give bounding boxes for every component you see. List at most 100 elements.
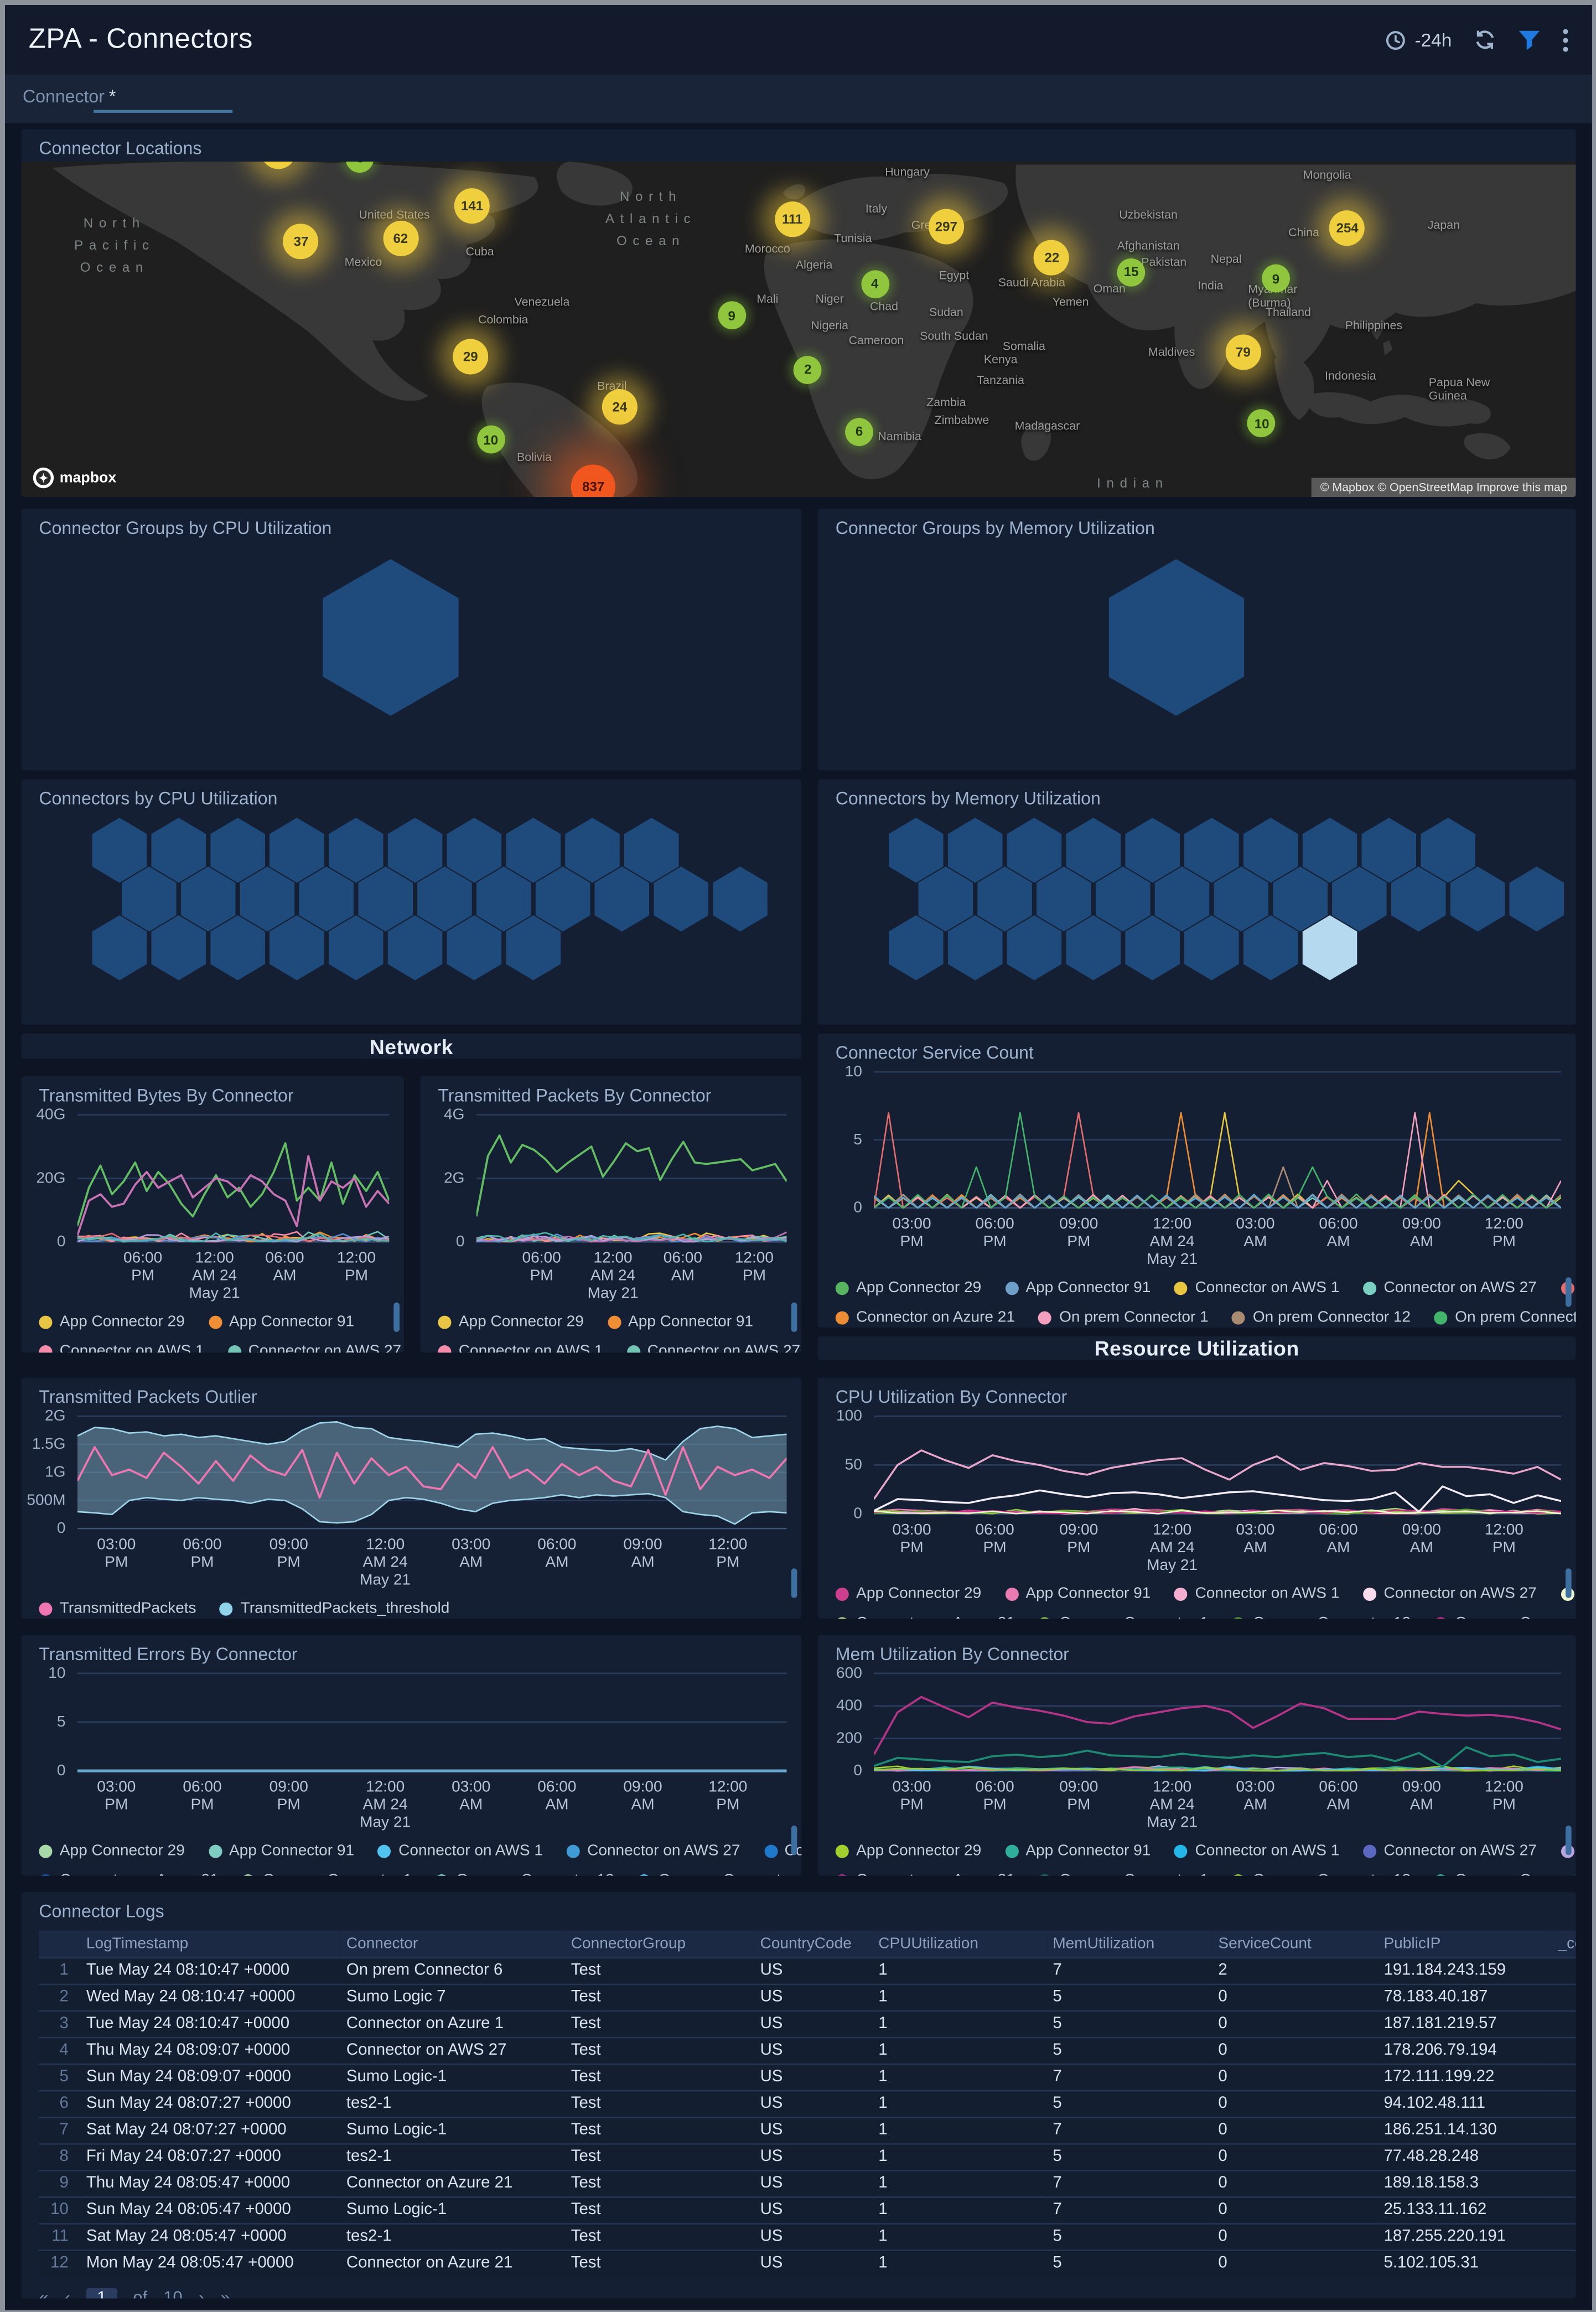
legend-item[interactable]: TransmittedPackets_threshold (220, 1599, 449, 1617)
legend-item[interactable]: Connector on AWS 1 (438, 1342, 603, 1353)
chart-plot-area[interactable]: 0 2G 4G (444, 1106, 788, 1251)
legend-item[interactable]: Connector on AWS 27 (227, 1342, 401, 1353)
map-cluster[interactable]: 9 (717, 302, 746, 330)
legend-item[interactable]: Connector on Azure 21 (835, 1872, 1015, 1876)
legend-item[interactable]: Connector on AWS 1 (1174, 1842, 1339, 1859)
pagination-first-button[interactable]: « (39, 2289, 48, 2298)
legend-item[interactable]: App Connector 29 (39, 1842, 185, 1859)
legend-item[interactable]: On prem Connector 1 (1038, 1872, 1209, 1876)
legend-scrollbar[interactable] (791, 1302, 797, 1333)
table-row[interactable]: 10 Sun May 24 08:05:47 +0000 Sumo Logic-1 T… (39, 2195, 1576, 2223)
legend-item[interactable]: On prem Connector 12 (1232, 1308, 1411, 1326)
table-column-header[interactable]: ServiceCount (1212, 1930, 1378, 1957)
legend-item[interactable]: Connector on Azure 21 (39, 1872, 219, 1876)
legend-item[interactable]: App Connector 29 (835, 1585, 981, 1603)
legend-item[interactable]: App Connector 91 (208, 1313, 354, 1330)
legend-item[interactable]: On prem Connector 14 (1434, 1614, 1576, 1619)
map-cluster[interactable]: 141 (454, 187, 490, 223)
legend-item[interactable]: App Connector 91 (1004, 1842, 1151, 1859)
map-cluster[interactable]: 837 (571, 464, 616, 497)
legend-item[interactable]: App Connector 29 (835, 1842, 981, 1859)
map-attribution[interactable]: © Mapbox © OpenStreetMap Improve this ma… (1311, 478, 1576, 497)
table-row[interactable]: 8 Fri May 24 08:07:27 +0000 tes2-1 Test US 1 5… (39, 2142, 1576, 2170)
legend-item[interactable]: App Connector 29 (438, 1313, 584, 1330)
table-row[interactable]: 9 Thu May 24 08:05:47 +0000 Connector on A… (39, 2169, 1576, 2197)
table-row[interactable]: 12 Mon May 24 08:05:47 +0000 Connector on … (39, 2249, 1576, 2277)
map-cluster[interactable]: 62 (382, 221, 418, 257)
legend-item[interactable]: On prem Connector 14 (1434, 1308, 1576, 1326)
table-column-header[interactable]: LogTimestamp (80, 1930, 341, 1957)
legend-item[interactable]: On prem Connector 14 (1434, 1872, 1576, 1876)
map-cluster[interactable]: 254 (1329, 211, 1365, 247)
legend-item[interactable]: Connector on Azure 21 (835, 1308, 1015, 1326)
legend-item[interactable]: Connector on AWS 1 (39, 1342, 204, 1353)
legend-item[interactable]: On prem Connector 12 (436, 1872, 614, 1876)
map-cluster[interactable]: 4 (861, 269, 889, 298)
honeycomb-cell[interactable] (713, 866, 768, 932)
map-cluster[interactable]: 2 (794, 355, 822, 384)
map-cluster[interactable]: 79 (1225, 335, 1261, 371)
map-cluster[interactable]: 6 (346, 162, 375, 173)
table-column-header[interactable]: CPUUtilization (872, 1930, 1047, 1957)
map-cluster[interactable]: 37 (283, 224, 319, 260)
map-cluster[interactable]: 297 (928, 209, 964, 245)
mapbox-logo[interactable]: ✦ mapbox (33, 467, 116, 489)
table-column-header[interactable] (39, 1930, 81, 1957)
map-cluster[interactable]: 29 (453, 338, 489, 374)
legend-item[interactable]: Connector on AWS 1 (1174, 1585, 1339, 1603)
pagination-last-button[interactable]: » (221, 2289, 230, 2298)
map-cluster[interactable]: 9 (1262, 265, 1290, 293)
map-cluster[interactable]: 10 (1247, 409, 1276, 438)
map-cluster[interactable]: 111 (774, 201, 810, 237)
legend-scrollbar[interactable] (1565, 1277, 1572, 1307)
legend-scrollbar[interactable] (791, 1825, 797, 1855)
legend-scrollbar[interactable] (1565, 1825, 1572, 1855)
refresh-icon[interactable] (1474, 29, 1496, 51)
time-range-button[interactable]: -24h (1385, 29, 1452, 50)
legend-item[interactable]: On prem Connector 1 (242, 1872, 412, 1876)
map-cluster[interactable]: 24 (602, 388, 638, 424)
connector-filter-input[interactable] (94, 110, 233, 113)
chart-plot-area[interactable]: 0 500M 1G 1.5G 2G (27, 1407, 788, 1537)
chart-plot-area[interactable]: 0 20G 40G (36, 1106, 391, 1251)
pagination-current-page[interactable]: 1 (86, 2288, 117, 2299)
pagination-prev-button[interactable]: ‹ (65, 2289, 70, 2298)
table-column-header[interactable]: _count (1552, 1930, 1576, 1957)
table-row[interactable]: 5 Sun May 24 08:09:07 +0000 Sumo Logic-1 Te… (39, 2062, 1576, 2090)
table-column-header[interactable]: ConnectorGroup (565, 1930, 754, 1957)
legend-item[interactable]: On prem Connector 1 (1038, 1308, 1209, 1326)
legend-item[interactable]: App Connector 91 (1004, 1585, 1151, 1603)
table-row[interactable]: 4 Thu May 24 08:09:07 +0000 Connector on A… (39, 2036, 1576, 2064)
legend-item[interactable]: Connector on AWS 1 (377, 1842, 543, 1859)
legend-item[interactable]: Connector on AWS 27 (626, 1342, 800, 1353)
legend-item[interactable]: On prem Connector 12 (1232, 1614, 1411, 1619)
legend-scrollbar[interactable] (1565, 1568, 1572, 1598)
legend-item[interactable]: Connector on AWS 27 (1363, 1842, 1537, 1859)
legend-item[interactable]: App Connector 91 (208, 1842, 354, 1859)
table-row[interactable]: 2 Wed May 24 08:10:47 +0000 Sumo Logic 7 Te… (39, 1983, 1576, 2010)
map-cluster[interactable]: 22 (1034, 239, 1070, 275)
table-row[interactable]: 3 Tue May 24 08:10:47 +0000 Connector on A… (39, 2009, 1576, 2037)
legend-scrollbar[interactable] (393, 1302, 400, 1333)
chart-plot-area[interactable]: 0 50 100 (836, 1407, 1562, 1523)
legend-item[interactable]: Connector on AWS 1 (1174, 1279, 1339, 1297)
chart-plot-area[interactable]: 0 200 400 600 (836, 1665, 1562, 1780)
table-row[interactable]: 6 Sun May 24 08:07:27 +0000 tes2-1 Test US 1 5… (39, 2089, 1576, 2117)
table-column-header[interactable]: Connector (340, 1930, 566, 1957)
chart-plot-area[interactable]: 0 5 10 (48, 1665, 787, 1780)
legend-item[interactable]: Connector on AWS 27 (1363, 1279, 1537, 1297)
filter-icon[interactable] (1518, 29, 1540, 50)
legend-item[interactable]: Connector on AWS 27 (1363, 1585, 1537, 1603)
legend-item[interactable]: Connector on Azure 21 (835, 1614, 1015, 1619)
table-column-header[interactable]: PublicIP (1377, 1930, 1552, 1957)
legend-item[interactable]: App Connector 29 (39, 1313, 185, 1330)
legend-item[interactable]: On prem Connector 14 (638, 1872, 801, 1876)
honeycomb-cell[interactable] (1108, 559, 1245, 716)
world-map[interactable]: North Pacific Ocean North Atlantic Ocean India… (21, 162, 1576, 497)
legend-item[interactable]: Connector on AWS 27 (566, 1842, 740, 1859)
table-row[interactable]: 11 Sat May 24 08:05:47 +0000 tes2-1 Test US 1… (39, 2222, 1576, 2250)
map-cluster[interactable] (260, 162, 296, 169)
table-row[interactable]: 1 Tue May 24 08:10:47 +0000 On prem Connec… (39, 1956, 1576, 1984)
table-column-header[interactable]: MemUtilization (1046, 1930, 1212, 1957)
map-cluster[interactable]: 15 (1117, 258, 1146, 287)
